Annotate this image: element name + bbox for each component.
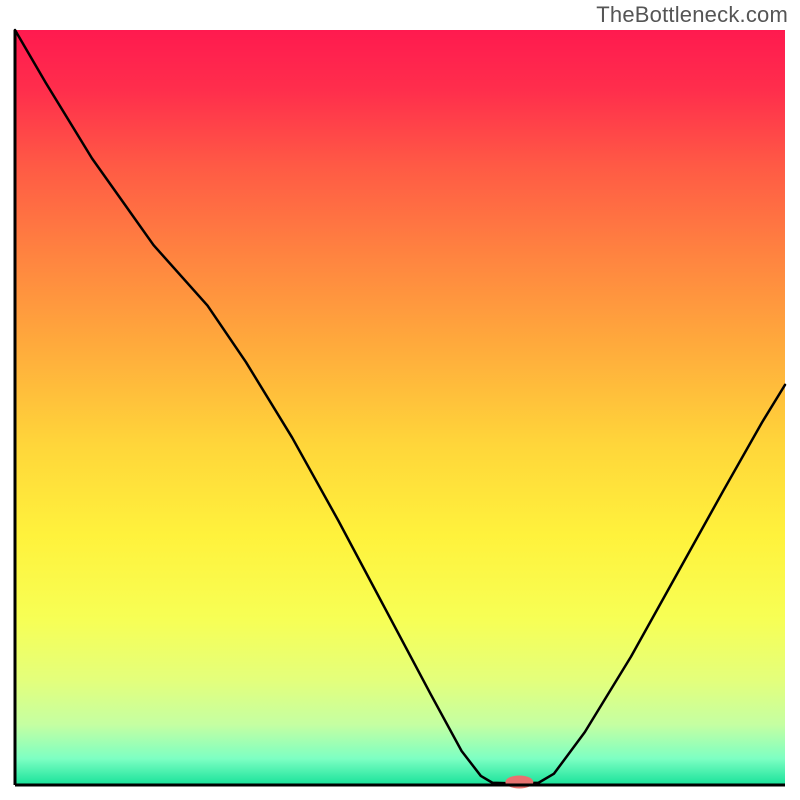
bottleneck-chart <box>0 0 800 800</box>
chart-container: TheBottleneck.com <box>0 0 800 800</box>
watermark-text: TheBottleneck.com <box>596 2 788 28</box>
optimum-marker <box>505 775 533 788</box>
plot-background <box>15 30 785 785</box>
